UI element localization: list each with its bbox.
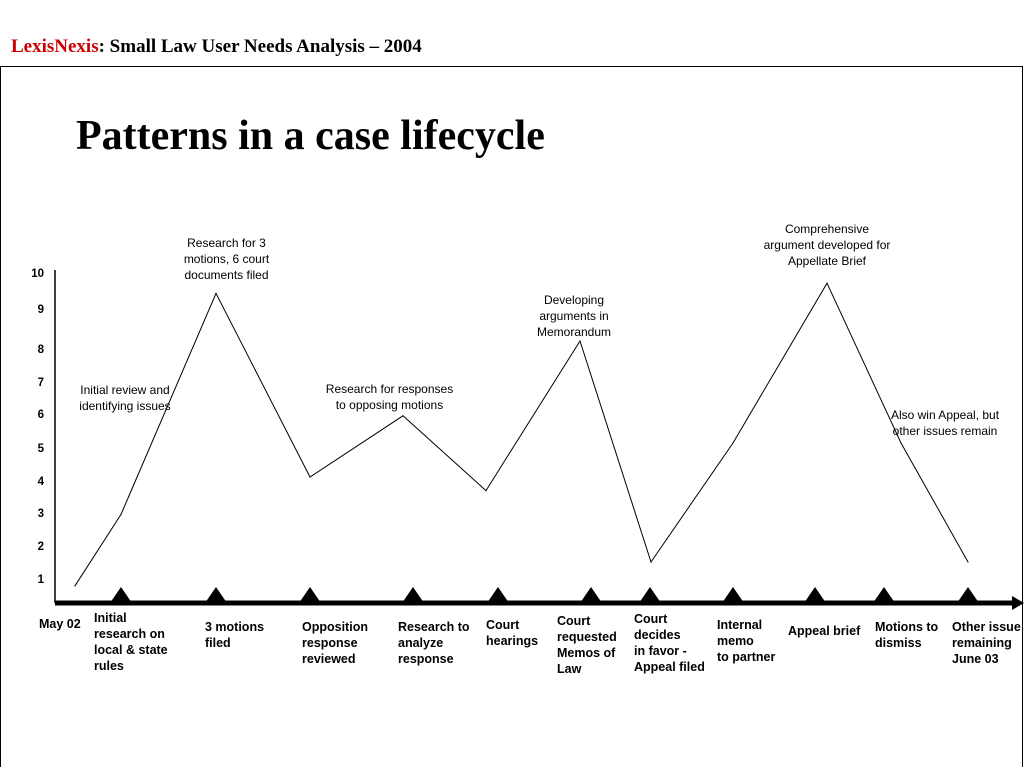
y-tick-label: 4 (38, 476, 45, 488)
data-point (826, 282, 828, 284)
slide-header: LexisNexis: Small Law User Needs Analysi… (11, 36, 422, 58)
y-tick-label: 1 (38, 574, 45, 586)
event-marker (722, 587, 744, 603)
y-tick-label: 6 (38, 409, 44, 421)
data-point (120, 513, 122, 516)
event-label: Research to analyze response (398, 620, 470, 666)
event-marker (110, 587, 132, 603)
data-point (650, 561, 652, 563)
event-label: Initial research on local & state rules (94, 611, 168, 673)
event-label: Opposition response reviewed (302, 620, 368, 666)
event-label: 3 motions filed (205, 620, 265, 650)
chart-annotation: Research for responses to opposing motio… (325, 382, 454, 412)
y-tick-label: 8 (38, 344, 45, 356)
data-point (579, 340, 581, 342)
event-marker (639, 587, 661, 603)
chart-annotation: Developing arguments in Memorandum (536, 293, 612, 339)
event-label: Other issue remaining June 03 (952, 620, 1021, 666)
data-point (309, 476, 311, 478)
timeline-arrowhead (1012, 596, 1024, 610)
y-tick-label: 10 (31, 268, 44, 280)
data-point (732, 442, 734, 444)
event-marker (873, 587, 895, 603)
y-tick-label: 7 (38, 377, 44, 389)
chart-annotation: Research for 3 motions, 6 court document… (183, 236, 270, 282)
event-label: Court requested Memos of Law (557, 614, 617, 676)
slide-frame (0, 66, 1023, 767)
chart-annotation: Comprehensive argument developed for App… (763, 222, 891, 268)
brand-name: LexisNexis (11, 36, 99, 57)
event-marker (205, 587, 227, 603)
event-marker (402, 587, 424, 603)
data-point (967, 561, 969, 563)
event-label: Internal memo to partner (717, 618, 776, 664)
event-label: Motions to dismiss (875, 620, 939, 650)
event-marker (580, 587, 602, 603)
event-label: Court decides in favor - Appeal filed (634, 612, 705, 674)
data-point (485, 490, 487, 492)
event-marker (804, 587, 826, 603)
data-point (215, 292, 217, 294)
y-tick-label: 3 (38, 508, 44, 520)
event-label: Appeal brief (788, 624, 861, 638)
data-point (900, 442, 902, 444)
event-marker (487, 587, 509, 603)
data-point (74, 585, 76, 587)
event-marker (299, 587, 321, 603)
y-tick-label: 9 (38, 304, 44, 316)
chart-annotation: Also win Appeal, but other issues remain (890, 408, 1000, 438)
event-label: May 02 (39, 617, 81, 631)
event-label: Court hearings (486, 618, 539, 648)
y-tick-label: 2 (38, 541, 44, 553)
event-marker (957, 587, 979, 603)
header-subtitle: : Small Law User Needs Analysis – 2004 (98, 36, 422, 57)
series-line (74, 282, 969, 587)
data-point (402, 415, 404, 417)
chart-annotation: Initial review and identifying issues (79, 383, 171, 413)
y-tick-label: 5 (38, 443, 45, 455)
slide-title: Patterns in a case lifecycle (76, 113, 545, 159)
